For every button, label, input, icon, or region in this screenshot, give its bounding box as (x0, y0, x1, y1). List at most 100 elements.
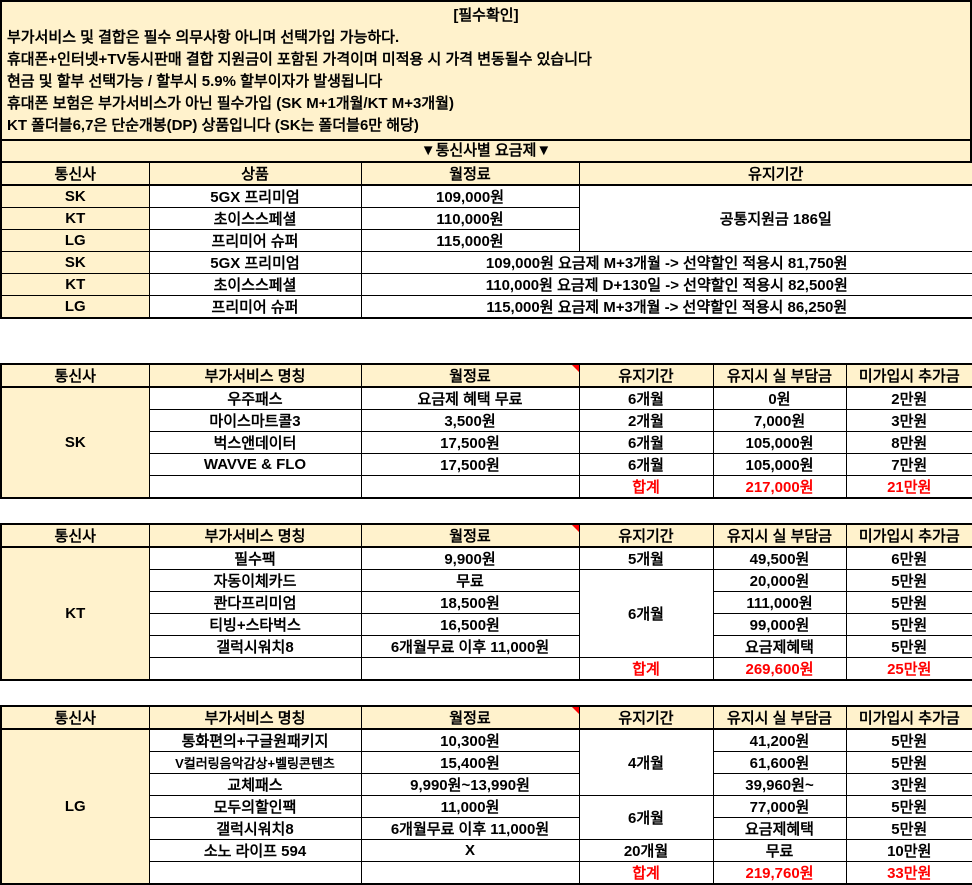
cell-cost: 41,200원 (712, 728, 847, 752)
cell-fee: 10,300원 (360, 728, 580, 752)
cell-extra: 5만원 (845, 569, 972, 592)
cell-name: V컬러링음악감상+벨링콘텐츠 (148, 751, 362, 774)
cell-cost: 7,000원 (712, 409, 847, 432)
addon-row: 갤럭시워치8 6개월무료 이후 11,000원 요금제혜택 5만원 (1, 635, 972, 658)
cell-product: 프리미어 슈퍼 (148, 295, 362, 319)
addon-row: 교체패스 9,990원~13,990원 39,960원~ 3만원 (1, 773, 972, 796)
total-extra: 21만원 (845, 475, 972, 499)
header-extra: 미가입시 추가금 (845, 705, 972, 730)
total-row: 합계 269,600원 25만원 (1, 657, 972, 681)
addon-row: LG 통화편의+구글원패키지 10,300원 4개월 41,200원 5만원 (0, 728, 972, 885)
cell-cost: 105,000원 (712, 431, 847, 454)
addon-row: 모두의할인팩 11,000원 6개월 77,000원 5만원 (1, 795, 972, 840)
cell-cost: 111,000원 (712, 591, 847, 614)
notice-line: KT 폴더블6,7은 단순개봉(DP) 상품입니다 (SK는 폴더블6만 해당) (7, 117, 419, 134)
notice-title: [필수확인] (453, 7, 519, 24)
cell-extra: 2만원 (845, 386, 972, 410)
header-row: 통신사 부가서비스 명칭 월정료 유지기간 유지시 실 부담금 미가입시 추가금 (0, 523, 972, 548)
header-row: 통신사 부가서비스 명칭 월정료 유지기간 유지시 실 부담금 미가입시 추가금 (0, 363, 972, 388)
cell-product: 초이스스페셜 (148, 207, 362, 230)
cell-cost: 요금제혜택 (712, 817, 847, 840)
cell-name: 필수팩 (148, 546, 362, 570)
cell-fee: X (360, 839, 580, 862)
cell-name: 갤럭시워치8 (148, 635, 362, 658)
empty-cell (360, 657, 580, 681)
cell-cost: 요금제혜택 (712, 635, 847, 658)
cell-name: 벅스앤데이터 (148, 431, 362, 454)
cell-name: WAVVE & FLO (148, 453, 362, 476)
cell-fee: 무료 (360, 569, 580, 592)
empty-cell (360, 861, 580, 885)
header-extra: 미가입시 추가금 (845, 363, 972, 388)
header-row: 통신사 상품 월정료 유지기간 (0, 161, 972, 186)
total-cost: 269,600원 (712, 657, 847, 681)
cell-fee: 110,000원 (360, 207, 580, 230)
header-carrier: 통신사 (0, 523, 150, 548)
comment-indicator-icon[interactable] (571, 525, 578, 532)
cell-product: 5GX 프리미엄 (148, 251, 362, 274)
cell-fee: 17,500원 (360, 453, 580, 476)
addon-row: SK 우주패스 요금제 혜택 무료 6개월 0원 2만원 (0, 386, 972, 499)
total-cost: 219,760원 (712, 861, 847, 885)
cell-period-merged: 6개월 (578, 569, 714, 658)
addon-row: KT 필수팩 9,900원 5개월 49,500원 6만원 (0, 546, 972, 681)
carrier-cell: KT (0, 207, 150, 230)
empty-cell (360, 475, 580, 499)
header-fee: 월정료 (360, 363, 580, 388)
header-name: 부가서비스 명칭 (148, 523, 362, 548)
cell-name: 교체패스 (148, 773, 362, 796)
total-extra: 25만원 (845, 657, 972, 681)
header-fee-label: 월정료 (449, 710, 491, 727)
cell-extra: 10만원 (845, 839, 972, 862)
cell-extra: 5만원 (845, 817, 972, 840)
cell-extra: 5만원 (845, 635, 972, 658)
cell-extra: 5만원 (845, 795, 972, 818)
cell-fee: 18,500원 (360, 591, 580, 614)
cell-extra: 7만원 (845, 453, 972, 476)
cell-name: 모두의할인팩 (148, 795, 362, 818)
cell-discount-detail: 110,000원 요금제 D+130일 -> 선약할인 적용시 82,500원 (360, 273, 972, 296)
header-period: 유지기간 (578, 161, 972, 186)
total-label: 합계 (578, 861, 714, 885)
cell-cost: 77,000원 (712, 795, 847, 818)
header-period: 유지기간 (578, 523, 714, 548)
header-fee-label: 월정료 (449, 368, 491, 385)
cell-product: 5GX 프리미엄 (148, 184, 362, 208)
carrier-cell: LG (0, 295, 150, 319)
header-name: 부가서비스 명칭 (148, 705, 362, 730)
cell-cost: 49,500원 (712, 546, 847, 570)
kt-addon-table: 통신사 부가서비스 명칭 월정료 유지기간 유지시 실 부담금 미가입시 추가금… (0, 523, 972, 681)
total-label: 합계 (578, 657, 714, 681)
cell-period: 6개월 (578, 431, 714, 454)
cell-name: 갤럭시워치8 (148, 817, 362, 840)
empty-cell (148, 657, 362, 681)
carrier-cell: KT (0, 273, 150, 296)
section-title: ▼통신사별 요금제▼ (0, 139, 972, 161)
plan-table: 통신사 상품 월정료 유지기간 SK 5GX 프리미엄 109,000원 공통지… (0, 161, 972, 319)
header-fee-label: 월정료 (449, 528, 491, 545)
cell-name: 우주패스 (148, 386, 362, 410)
header-fee: 월정료 (360, 523, 580, 548)
carrier-cell-kt: KT (0, 546, 150, 681)
cell-cost: 무료 (712, 839, 847, 862)
cell-name: 통화편의+구글원패키지 (148, 728, 362, 752)
cell-fee: 6개월무료 이후 11,000원 (360, 635, 580, 658)
comment-indicator-icon[interactable] (571, 707, 578, 714)
total-cost: 217,000원 (712, 475, 847, 499)
header-fee: 월정료 (360, 161, 580, 186)
header-cost: 유지시 실 부담금 (712, 705, 847, 730)
cell-fee: 17,500원 (360, 431, 580, 454)
cell-fee: 109,000원 (360, 184, 580, 208)
header-period: 유지기간 (578, 363, 714, 388)
empty-cell (148, 861, 362, 885)
cell-name: 자동이체카드 (148, 569, 362, 592)
discount-row: SK 5GX 프리미엄 109,000원 요금제 M+3개월 -> 선약할인 적… (0, 251, 972, 274)
header-product: 상품 (148, 161, 362, 186)
lg-addon-table: 통신사 부가서비스 명칭 월정료 유지기간 유지시 실 부담금 미가입시 추가금… (0, 705, 972, 885)
notice-line: 부가서비스 및 결합은 필수 의무사항 아니며 선택가입 가능하다. (7, 29, 400, 46)
notice-line: 현금 및 할부 선택가능 / 할부시 5.9% 할부이자가 발생됩니다 (7, 73, 383, 90)
comment-indicator-icon[interactable] (571, 365, 578, 372)
total-row: 합계 217,000원 21만원 (1, 475, 972, 499)
cell-fee: 15,400원 (360, 751, 580, 774)
